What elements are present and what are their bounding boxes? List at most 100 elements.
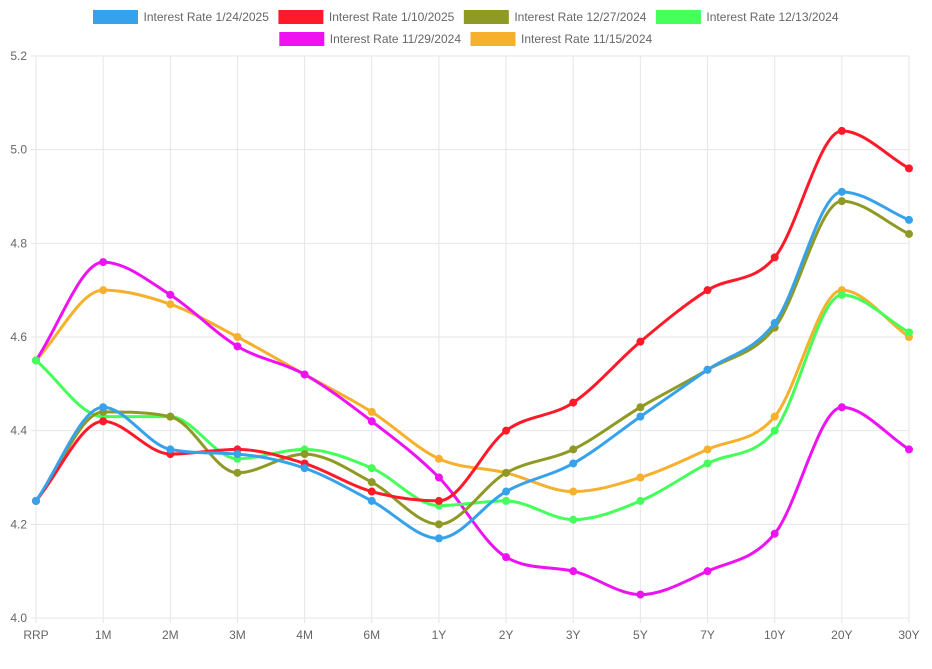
y-tick-label: 5.0 bbox=[10, 143, 27, 157]
data-point bbox=[434, 520, 443, 529]
data-point bbox=[166, 445, 175, 454]
series-lines bbox=[32, 126, 913, 599]
data-point bbox=[770, 253, 779, 262]
legend-item: Interest Rate 12/13/2024 bbox=[655, 10, 839, 24]
data-point bbox=[569, 567, 578, 576]
y-tick-label: 5.2 bbox=[10, 49, 27, 63]
data-point bbox=[233, 342, 242, 351]
data-point bbox=[837, 126, 846, 135]
x-tick-label: RRP bbox=[23, 628, 48, 642]
legend-swatch bbox=[279, 32, 325, 46]
data-point bbox=[569, 398, 578, 407]
data-point bbox=[434, 534, 443, 543]
data-point bbox=[905, 328, 913, 337]
data-point bbox=[770, 529, 779, 538]
x-tick-label: 10Y bbox=[764, 628, 785, 642]
x-tick-label: 3Y bbox=[566, 628, 581, 642]
data-point bbox=[905, 229, 913, 238]
x-tick-label: 2Y bbox=[499, 628, 514, 642]
x-tick-label: 20Y bbox=[831, 628, 852, 642]
data-point bbox=[434, 454, 443, 463]
x-tick-label: 4M bbox=[296, 628, 313, 642]
grid bbox=[31, 55, 910, 623]
data-point bbox=[502, 487, 511, 496]
y-tick-label: 4.2 bbox=[10, 517, 27, 531]
data-point bbox=[837, 187, 846, 196]
data-point bbox=[166, 412, 175, 421]
data-point bbox=[32, 496, 40, 505]
data-point bbox=[905, 164, 913, 173]
x-tick-label: 3M bbox=[229, 628, 246, 642]
series-line bbox=[34, 199, 910, 526]
legend-swatch bbox=[463, 10, 509, 24]
legend-label: Interest Rate 12/13/2024 bbox=[706, 10, 838, 24]
y-tick-label: 4.4 bbox=[10, 424, 27, 438]
data-point bbox=[367, 487, 376, 496]
data-point bbox=[636, 403, 645, 412]
data-point bbox=[502, 426, 511, 435]
data-point bbox=[367, 417, 376, 426]
series-group bbox=[32, 258, 913, 599]
data-point bbox=[636, 473, 645, 482]
data-point bbox=[569, 445, 578, 454]
legend-item: Interest Rate 11/15/2024 bbox=[470, 32, 653, 46]
legend-label: Interest Rate 11/29/2024 bbox=[330, 32, 462, 46]
data-point bbox=[166, 300, 175, 309]
legend-swatch bbox=[278, 10, 324, 24]
x-tick-label: 7Y bbox=[700, 628, 715, 642]
data-point bbox=[233, 468, 242, 477]
data-point bbox=[636, 412, 645, 421]
data-point bbox=[434, 473, 443, 482]
data-point bbox=[770, 426, 779, 435]
legend-item: Interest Rate 1/24/2025 bbox=[92, 10, 269, 24]
data-point bbox=[837, 197, 846, 206]
data-point bbox=[905, 445, 913, 454]
data-point bbox=[636, 590, 645, 599]
data-point bbox=[770, 318, 779, 327]
legend-label: Interest Rate 1/24/2025 bbox=[143, 10, 269, 24]
legend-label: Interest Rate 1/10/2025 bbox=[329, 10, 455, 24]
data-point bbox=[703, 567, 712, 576]
data-point bbox=[233, 450, 242, 459]
legend: Interest Rate 1/24/2025 Interest Rate 1/1… bbox=[92, 10, 839, 46]
data-point bbox=[300, 450, 309, 459]
legend-swatch bbox=[92, 10, 138, 24]
legend-item: Interest Rate 11/29/2024 bbox=[279, 32, 462, 46]
data-point bbox=[367, 407, 376, 416]
data-point bbox=[569, 459, 578, 468]
data-point bbox=[233, 333, 242, 341]
x-tick-label: 6M bbox=[363, 628, 380, 642]
data-point bbox=[99, 403, 108, 412]
data-point bbox=[502, 496, 511, 505]
legend-swatch bbox=[470, 32, 516, 46]
data-point bbox=[569, 487, 578, 496]
data-point bbox=[905, 215, 913, 224]
data-point bbox=[300, 464, 309, 473]
data-point bbox=[99, 258, 108, 267]
x-tick-label: 1Y bbox=[432, 628, 447, 642]
data-point bbox=[837, 403, 846, 412]
legend-item: Interest Rate 12/27/2024 bbox=[463, 10, 647, 24]
data-point bbox=[569, 515, 578, 524]
data-point bbox=[636, 337, 645, 346]
data-point bbox=[703, 459, 712, 468]
series-line bbox=[35, 293, 910, 522]
data-point bbox=[703, 365, 712, 374]
data-point bbox=[837, 290, 846, 299]
data-point bbox=[502, 553, 511, 562]
data-point bbox=[434, 496, 443, 505]
legend-swatch bbox=[655, 10, 701, 24]
y-tick-label: 4.8 bbox=[10, 236, 27, 250]
data-point bbox=[636, 496, 645, 505]
x-tick-label: 5Y bbox=[633, 628, 648, 642]
data-point bbox=[502, 468, 511, 477]
data-point bbox=[703, 445, 712, 454]
data-point bbox=[367, 464, 376, 473]
legend-label: Interest Rate 11/15/2024 bbox=[521, 32, 653, 46]
x-tick-label: 1M bbox=[95, 628, 112, 642]
data-point bbox=[367, 478, 376, 487]
y-tick-label: 4.0 bbox=[10, 611, 27, 625]
data-point bbox=[300, 370, 309, 379]
data-point bbox=[32, 356, 40, 365]
